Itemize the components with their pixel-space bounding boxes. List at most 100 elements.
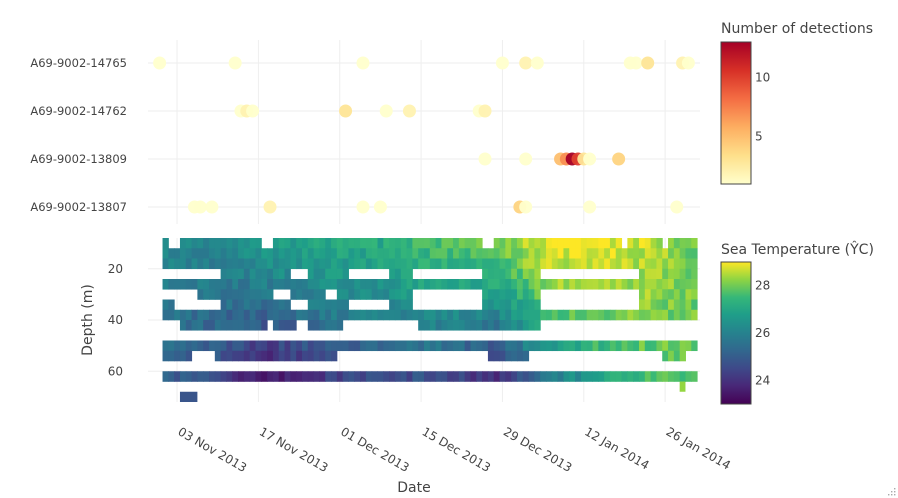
heatmap-cell[interactable] [162, 309, 169, 321]
heatmap-cell[interactable] [604, 309, 611, 321]
heatmap-cell[interactable] [511, 320, 518, 331]
heatmap-cell[interactable] [673, 248, 681, 259]
heatmap-cell[interactable] [307, 258, 315, 270]
heatmap-cell[interactable] [162, 238, 169, 249]
heatmap-cell[interactable] [331, 309, 338, 321]
heatmap-cell[interactable] [406, 289, 413, 300]
heatmap-cell[interactable] [214, 371, 222, 382]
heatmap-cell[interactable] [284, 320, 291, 331]
heatmap-cell[interactable] [249, 289, 256, 300]
heatmap-cell[interactable] [371, 279, 379, 290]
heatmap-cell[interactable] [290, 248, 297, 259]
heatmap-cell[interactable] [325, 238, 332, 249]
heatmap-cell[interactable] [371, 248, 379, 259]
heatmap-cell[interactable] [336, 279, 344, 290]
heatmap-cell[interactable] [203, 279, 210, 290]
heatmap-cell[interactable] [557, 309, 564, 321]
heatmap-cell[interactable] [394, 258, 402, 270]
heatmap-cell[interactable] [482, 258, 489, 270]
heatmap-cell[interactable] [185, 248, 193, 259]
heatmap-cell[interactable] [406, 268, 413, 280]
heatmap-cell[interactable] [278, 279, 286, 290]
heatmap-cell[interactable] [249, 279, 256, 290]
heatmap-cell[interactable] [563, 248, 570, 259]
heatmap-cell[interactable] [447, 258, 454, 270]
heatmap-cell[interactable] [168, 279, 175, 290]
heatmap-cell[interactable] [499, 340, 506, 352]
heatmap-cell[interactable] [516, 258, 524, 270]
heatmap-cell[interactable] [522, 238, 530, 249]
heatmap-cell[interactable] [179, 248, 187, 259]
heatmap-cell[interactable] [272, 350, 280, 362]
heatmap-cell[interactable] [464, 258, 471, 270]
heatmap-cell[interactable] [371, 340, 379, 352]
heatmap-cell[interactable] [534, 309, 541, 321]
heatmap-cell[interactable] [354, 309, 361, 321]
heatmap-cell[interactable] [296, 248, 303, 259]
heatmap-cell[interactable] [458, 320, 466, 331]
heatmap-cell[interactable] [313, 350, 320, 362]
heatmap-cell[interactable] [400, 268, 408, 280]
heatmap-cell[interactable] [511, 340, 518, 352]
heatmap-cell[interactable] [563, 340, 570, 352]
heatmap-cell[interactable] [662, 258, 669, 270]
heatmap-cell[interactable] [197, 258, 204, 270]
heatmap-cell[interactable] [668, 299, 675, 311]
heatmap-cell[interactable] [418, 320, 425, 331]
heatmap-cell[interactable] [220, 350, 227, 362]
heatmap-cell[interactable] [267, 258, 274, 270]
heatmap-cell[interactable] [499, 248, 506, 259]
heatmap-cell[interactable] [284, 238, 291, 249]
heatmap-cell[interactable] [348, 289, 355, 300]
heatmap-cell[interactable] [168, 309, 175, 321]
heatmap-cell[interactable] [546, 258, 553, 270]
heatmap-cell[interactable] [197, 371, 204, 382]
heatmap-cell[interactable] [638, 238, 646, 249]
heatmap-cell[interactable] [592, 340, 599, 352]
heatmap-cell[interactable] [389, 309, 396, 321]
heatmap-cell[interactable] [354, 248, 361, 259]
heatmap-cell[interactable] [592, 238, 599, 249]
heatmap-cell[interactable] [505, 350, 512, 362]
heatmap-cell[interactable] [493, 248, 501, 259]
heatmap-cell[interactable] [220, 299, 227, 311]
heatmap-cell[interactable] [609, 279, 617, 290]
heatmap-cell[interactable] [220, 279, 227, 290]
heatmap-cell[interactable] [197, 238, 204, 249]
heatmap-cell[interactable] [557, 340, 564, 352]
heatmap-cell[interactable] [331, 340, 338, 352]
heatmap-cell[interactable] [638, 248, 646, 259]
heatmap-cell[interactable] [319, 289, 326, 300]
heatmap-cell[interactable] [464, 279, 471, 290]
heatmap-cell[interactable] [168, 299, 175, 311]
detection-point[interactable] [519, 200, 533, 214]
detection-point[interactable] [402, 104, 416, 118]
heatmap-cell[interactable] [342, 309, 349, 321]
heatmap-cell[interactable] [226, 320, 233, 331]
heatmap-cell[interactable] [685, 258, 692, 270]
heatmap-cell[interactable] [499, 309, 506, 321]
heatmap-cell[interactable] [272, 340, 280, 352]
heatmap-cell[interactable] [528, 238, 535, 249]
heatmap-cell[interactable] [191, 371, 198, 382]
heatmap-cell[interactable] [592, 248, 599, 259]
heatmap-cell[interactable] [493, 299, 501, 311]
heatmap-cell[interactable] [296, 238, 303, 249]
detection-point[interactable] [670, 200, 684, 214]
heatmap-cell[interactable] [644, 268, 652, 280]
heatmap-cell[interactable] [615, 238, 623, 249]
heatmap-cell[interactable] [214, 248, 222, 259]
heatmap-cell[interactable] [267, 289, 274, 300]
heatmap-cell[interactable] [191, 258, 198, 270]
heatmap-cell[interactable] [278, 268, 286, 280]
heatmap-cell[interactable] [238, 238, 245, 249]
temperature-heatmap[interactable] [162, 238, 698, 402]
heatmap-cell[interactable] [650, 371, 657, 382]
heatmap-cell[interactable] [685, 238, 692, 249]
heatmap-cell[interactable] [336, 340, 344, 352]
heatmap-cell[interactable] [662, 350, 669, 362]
heatmap-cell[interactable] [499, 299, 506, 311]
heatmap-cell[interactable] [505, 289, 512, 300]
heatmap-cell[interactable] [394, 340, 402, 352]
heatmap-cell[interactable] [383, 238, 390, 249]
